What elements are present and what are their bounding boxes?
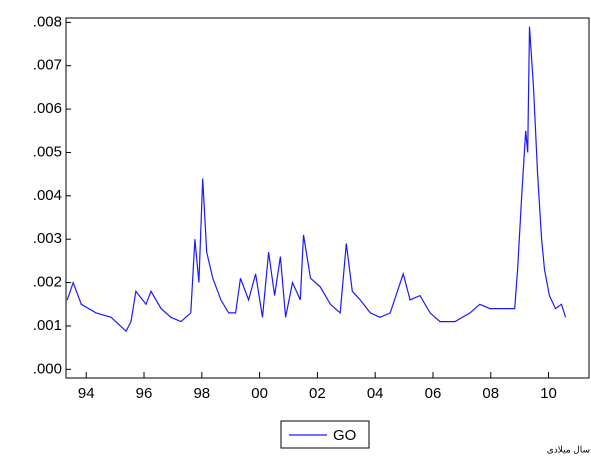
x-tick-label: 06 [425,385,442,402]
y-tick-label: .002 [33,274,62,291]
y-tick-label: .008 [33,13,62,30]
y-tick-label: .000 [33,360,62,377]
y-tick-label: .007 [33,57,62,74]
x-tick-label: 04 [367,385,384,402]
x-tick-label: 02 [309,385,326,402]
y-tick-label: .003 [33,230,62,247]
x-tick-label: 98 [193,385,210,402]
y-tick-label: .005 [33,143,62,160]
x-tick-label: 94 [78,385,95,402]
y-tick-label: .006 [33,100,62,117]
x-tick-label: 96 [136,385,153,402]
y-tick-label: .001 [33,317,62,334]
series-line [66,26,567,333]
x-tick-label: 08 [482,385,499,402]
y-tick-label: .004 [33,187,62,204]
plot-frame [65,17,590,379]
x-tick-label: 10 [540,385,557,402]
legend-label: GO [333,427,356,444]
x-axis-label: سال میلادی [547,444,590,454]
x-tick-label: 00 [251,385,268,402]
